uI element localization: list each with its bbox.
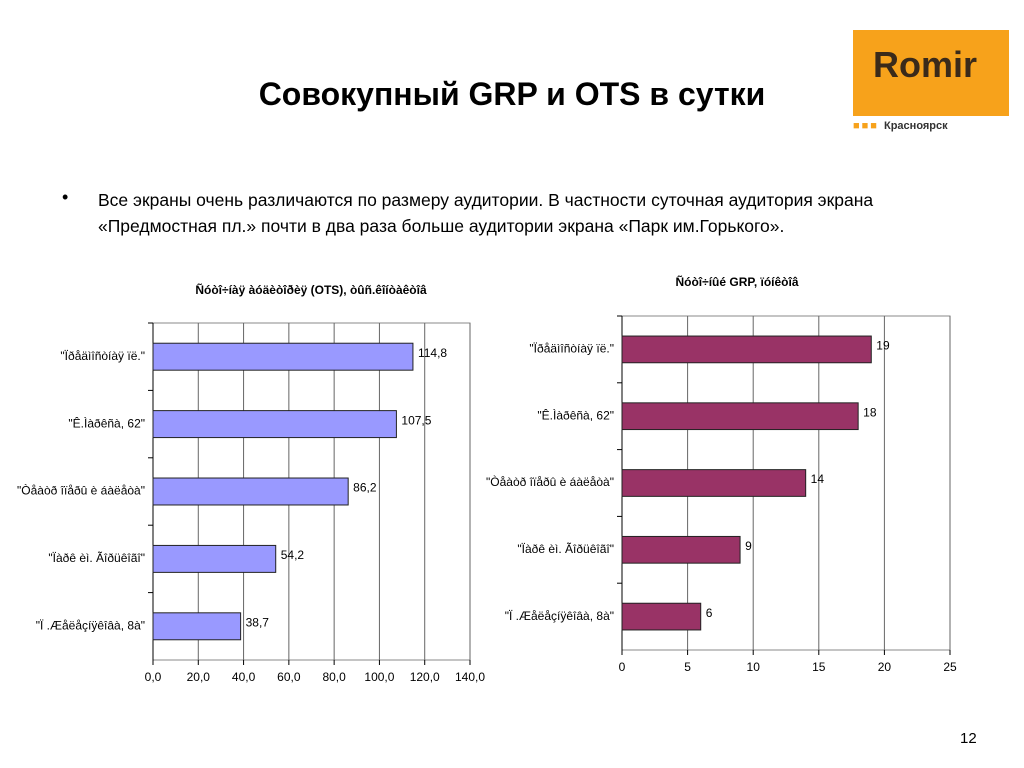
y-tick-label: "Ïðåäìîñòíàÿ ïë."	[60, 349, 145, 363]
data-label: 86,2	[353, 481, 377, 495]
bullet-text: Все экраны очень различаются по размеру …	[98, 190, 874, 236]
bar	[621, 335, 872, 364]
city: Красноярск	[884, 120, 948, 132]
page-number: 12	[960, 730, 977, 747]
x-tick-label: 120,0	[410, 670, 440, 684]
data-label: 18	[863, 405, 877, 419]
x-tick-label: 15	[812, 660, 826, 674]
x-tick-label: 20	[878, 660, 892, 674]
x-tick-label: 20,0	[187, 670, 211, 684]
logo-city: ■■■ Красноярск	[853, 120, 948, 132]
x-tick-label: 60,0	[277, 670, 301, 684]
x-tick-label: 80,0	[322, 670, 346, 684]
y-tick-label: "Òåàòð îïåðû è áàëåòà"	[486, 474, 614, 489]
bar	[152, 544, 277, 573]
y-tick-label: "Ïðåäìîñòíàÿ ïë."	[529, 342, 614, 356]
logo: Romir	[853, 30, 1009, 116]
bullet-dot: •	[62, 187, 69, 207]
bar	[152, 342, 414, 371]
x-tick-label: 0	[619, 660, 626, 674]
x-tick-label: 25	[943, 660, 957, 674]
y-tick-label: "Òåàòð îïåðû è áàëåòà"	[17, 483, 145, 498]
bar	[621, 469, 807, 497]
y-tick-label: "Ïàðê èì. Ãîðüêîãî"	[48, 551, 145, 565]
x-tick-label: 100,0	[364, 670, 394, 684]
x-tick-label: 0,0	[145, 670, 162, 684]
bar	[621, 535, 741, 564]
y-tick-label: "Ïàðê èì. Ãîðüêîãî"	[517, 542, 614, 556]
chart-title: Ñóòî÷íûé GRP, ïóíêòîâ	[675, 274, 798, 289]
logo-word: Romir	[873, 44, 978, 85]
x-tick-label: 5	[684, 660, 691, 674]
y-tick-label: "Ï .Æåëåçíÿêîâà, 8à"	[505, 609, 614, 623]
bar	[621, 602, 702, 631]
data-label: 19	[876, 339, 890, 353]
bar	[152, 612, 242, 641]
data-label: 9	[745, 539, 752, 553]
y-tick-label: "Ï .Æåëåçíÿêîâà, 8à"	[36, 618, 145, 632]
slide-title: Совокупный GRP и OTS в сутки	[258, 76, 766, 112]
bar	[152, 477, 349, 506]
data-label: 114,8	[418, 346, 447, 360]
x-tick-label: 40,0	[232, 670, 256, 684]
data-label: 38,7	[246, 615, 270, 629]
x-tick-label: 140,0	[455, 670, 485, 684]
y-tick-label: "Ê.Ìàðêñà, 62"	[537, 407, 614, 422]
y-tick-label: "Ê.Ìàðêñà, 62"	[68, 415, 145, 430]
bar	[152, 410, 397, 439]
data-label: 107,5	[401, 413, 431, 427]
chart-title: Ñóòî÷íàÿ àóäèòîðèÿ (OTS), òûñ.êîíòàêòîâ	[195, 282, 427, 297]
data-label: 54,2	[281, 548, 305, 562]
bar	[621, 402, 859, 431]
x-tick-label: 10	[747, 660, 761, 674]
data-label: 14	[811, 472, 825, 486]
data-label: 6	[706, 606, 713, 620]
